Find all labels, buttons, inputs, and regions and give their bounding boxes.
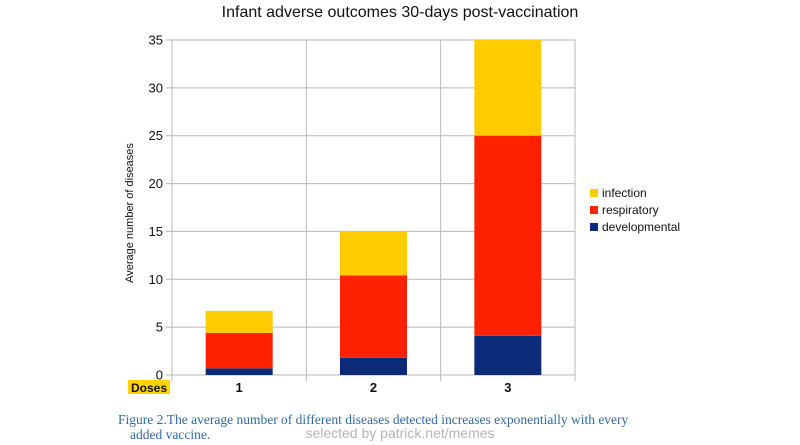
x-axis-label: Doses [131,381,167,395]
y-tick-label: 15 [149,224,163,239]
x-tick-label: 2 [370,380,377,395]
x-axis-label-highlight [128,380,170,394]
watermark-text: selected by patrick.net/memes [305,425,495,441]
bar-respiratory-dose-3 [474,135,542,336]
y-tick-label: 30 [149,80,163,95]
y-axis-label: Average number of diseases [124,143,136,283]
y-tick-label: 20 [149,176,163,191]
bar-developmental-dose-1 [205,368,273,375]
bar-infection-dose-3 [474,40,542,136]
legend-swatch-infection [590,189,598,197]
bars [205,40,542,375]
bar-developmental-dose-2 [340,357,407,375]
x-axis-label-group: Doses [128,380,170,395]
y-tick-label: 0 [156,368,163,383]
legend-swatch-respiratory [590,206,598,214]
y-tick-label: 35 [149,33,163,48]
bar-developmental-dose-3 [474,335,542,375]
x-tick-label: 3 [504,380,511,395]
legend: infection respiratory developmental [590,186,680,234]
y-tick-label: 10 [149,272,163,287]
stacked-bar-chart: Infant adverse outcomes 30-days post-vac… [124,4,680,396]
legend-swatch-developmental [590,223,598,231]
caption-line-1: Figure 2.The average number of different… [118,412,629,427]
bar-respiratory-dose-2 [340,275,407,358]
figure-caption: Figure 2.The average number of different… [118,412,678,442]
chart-title: Infant adverse outcomes 30-days post-vac… [222,4,579,21]
y-tick-label: 5 [156,320,163,335]
axes: 0 5 10 15 20 25 30 35 1 2 3 [149,33,512,396]
bar-infection-dose-1 [205,310,273,333]
legend-label-developmental: developmental [602,220,680,234]
x-tick-label: 1 [236,380,243,395]
bar-infection-dose-2 [340,231,407,276]
legend-label-infection: infection [602,186,647,200]
caption-line-2: added vaccine. [130,427,211,442]
bar-respiratory-dose-1 [205,332,273,369]
y-tick-label: 25 [149,128,163,143]
legend-label-respiratory: respiratory [602,203,659,217]
